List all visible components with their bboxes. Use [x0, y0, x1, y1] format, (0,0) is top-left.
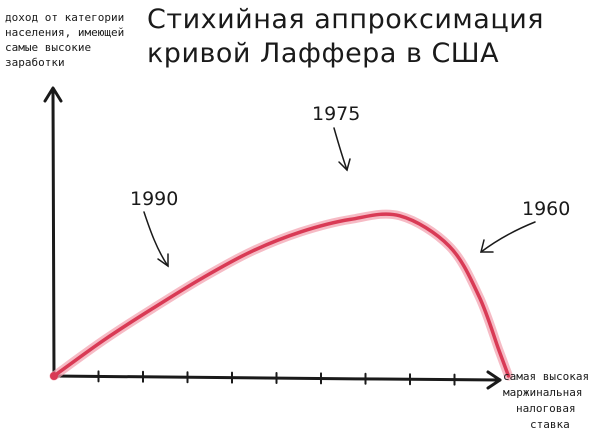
laffer-curve — [49, 209, 513, 381]
annotation-arrow-1990 — [143, 211, 169, 268]
x-axis-label-line: самая высокая — [503, 370, 590, 383]
x-axis-label-line: маржинальная — [503, 386, 583, 399]
y-axis-label-line: доход от категории — [5, 11, 125, 24]
annotation-1960: 1960 — [522, 198, 570, 220]
x-axis-arrowhead — [486, 370, 502, 390]
annotation-arrow-1960 — [480, 221, 536, 253]
annotation-arrow-1975 — [333, 127, 351, 172]
curve-origin-dot — [50, 372, 58, 380]
x-axis — [52, 374, 502, 382]
chart-title-line-2: кривой Лаффера в США — [147, 38, 500, 69]
x-axis-ticks — [97, 370, 456, 386]
y-axis-arrowhead — [43, 86, 63, 103]
y-axis-label-line: заработки — [5, 56, 65, 69]
axes — [43, 86, 502, 390]
annotation-1990: 1990 — [130, 188, 178, 210]
x-axis-label-line: ставка — [530, 418, 570, 431]
annotations: 1990 1975 1960 — [130, 103, 570, 268]
curve-line — [52, 212, 511, 378]
x-axis-label-line: налоговая — [516, 402, 576, 415]
y-axis-label-line: населения, имеющей — [5, 26, 125, 39]
chart-title-line-1: Стихийная аппроксимация — [147, 4, 545, 35]
annotation-1975: 1975 — [312, 103, 360, 125]
y-axis-label-line: самые высокие — [5, 41, 92, 54]
y-axis — [51, 90, 56, 378]
